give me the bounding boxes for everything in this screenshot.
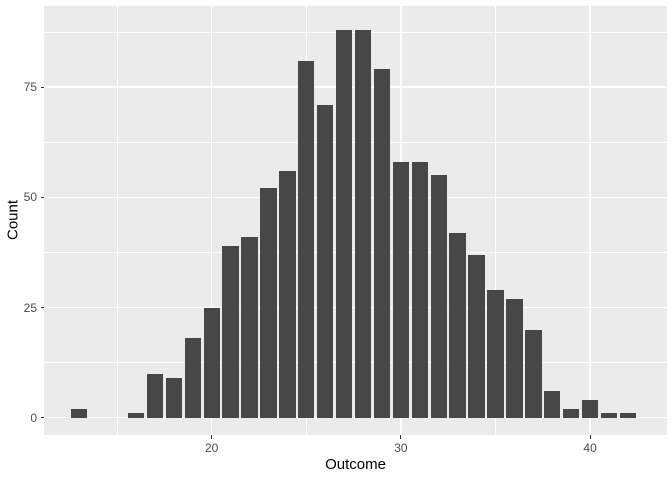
histogram-bar <box>335 29 353 418</box>
histogram-bar <box>298 60 315 418</box>
x-tick-label: 20 <box>205 441 219 455</box>
histogram-bar <box>449 232 466 418</box>
y-major-gridline <box>44 417 667 419</box>
histogram-bar <box>411 162 428 418</box>
x-major-gridline <box>211 6 213 435</box>
histogram-bar <box>562 408 580 418</box>
histogram-bar <box>600 413 618 418</box>
histogram-bar <box>525 329 542 418</box>
y-tick-mark <box>40 417 44 419</box>
x-minor-gridline <box>116 6 118 435</box>
x-tick-mark <box>211 435 213 439</box>
histogram-bar <box>506 298 523 418</box>
histogram-bar <box>203 307 220 418</box>
y-tick-mark <box>40 86 44 88</box>
x-tick-label: 40 <box>583 441 597 455</box>
histogram-bar <box>581 400 599 418</box>
histogram-bar <box>468 254 485 418</box>
histogram-bar <box>127 413 145 418</box>
x-major-gridline <box>589 6 591 435</box>
histogram-bar <box>430 175 447 418</box>
x-minor-gridline <box>495 6 496 435</box>
y-tick-mark <box>40 306 44 309</box>
histogram-bar <box>487 289 504 418</box>
histogram-bar <box>392 162 410 418</box>
histogram-bar <box>146 373 164 418</box>
x-tick-mark <box>589 435 591 439</box>
histogram-bar <box>279 170 296 418</box>
x-tick-label: 30 <box>394 441 408 455</box>
plot-panel <box>44 6 667 435</box>
x-axis-title: Outcome <box>325 456 386 473</box>
y-tick-label: 25 <box>23 300 37 315</box>
y-tick-mark <box>40 196 44 198</box>
histogram-bar <box>317 104 334 418</box>
y-tick-label: 50 <box>23 190 37 205</box>
y-tick-label: 0 <box>30 410 37 425</box>
x-tick-mark <box>400 435 402 439</box>
histogram-bar <box>184 338 201 418</box>
histogram-bar <box>354 29 372 418</box>
y-tick-label: 75 <box>23 80 37 95</box>
y-axis-title: Count <box>4 199 22 241</box>
histogram-bar <box>222 245 239 418</box>
histogram-bar <box>619 413 637 418</box>
histogram-bar <box>241 236 258 418</box>
histogram-bar <box>544 391 561 418</box>
histogram-bar <box>165 378 183 418</box>
histogram-bar <box>71 408 88 418</box>
histogram-bar <box>373 69 391 418</box>
histogram-bar <box>260 188 277 418</box>
